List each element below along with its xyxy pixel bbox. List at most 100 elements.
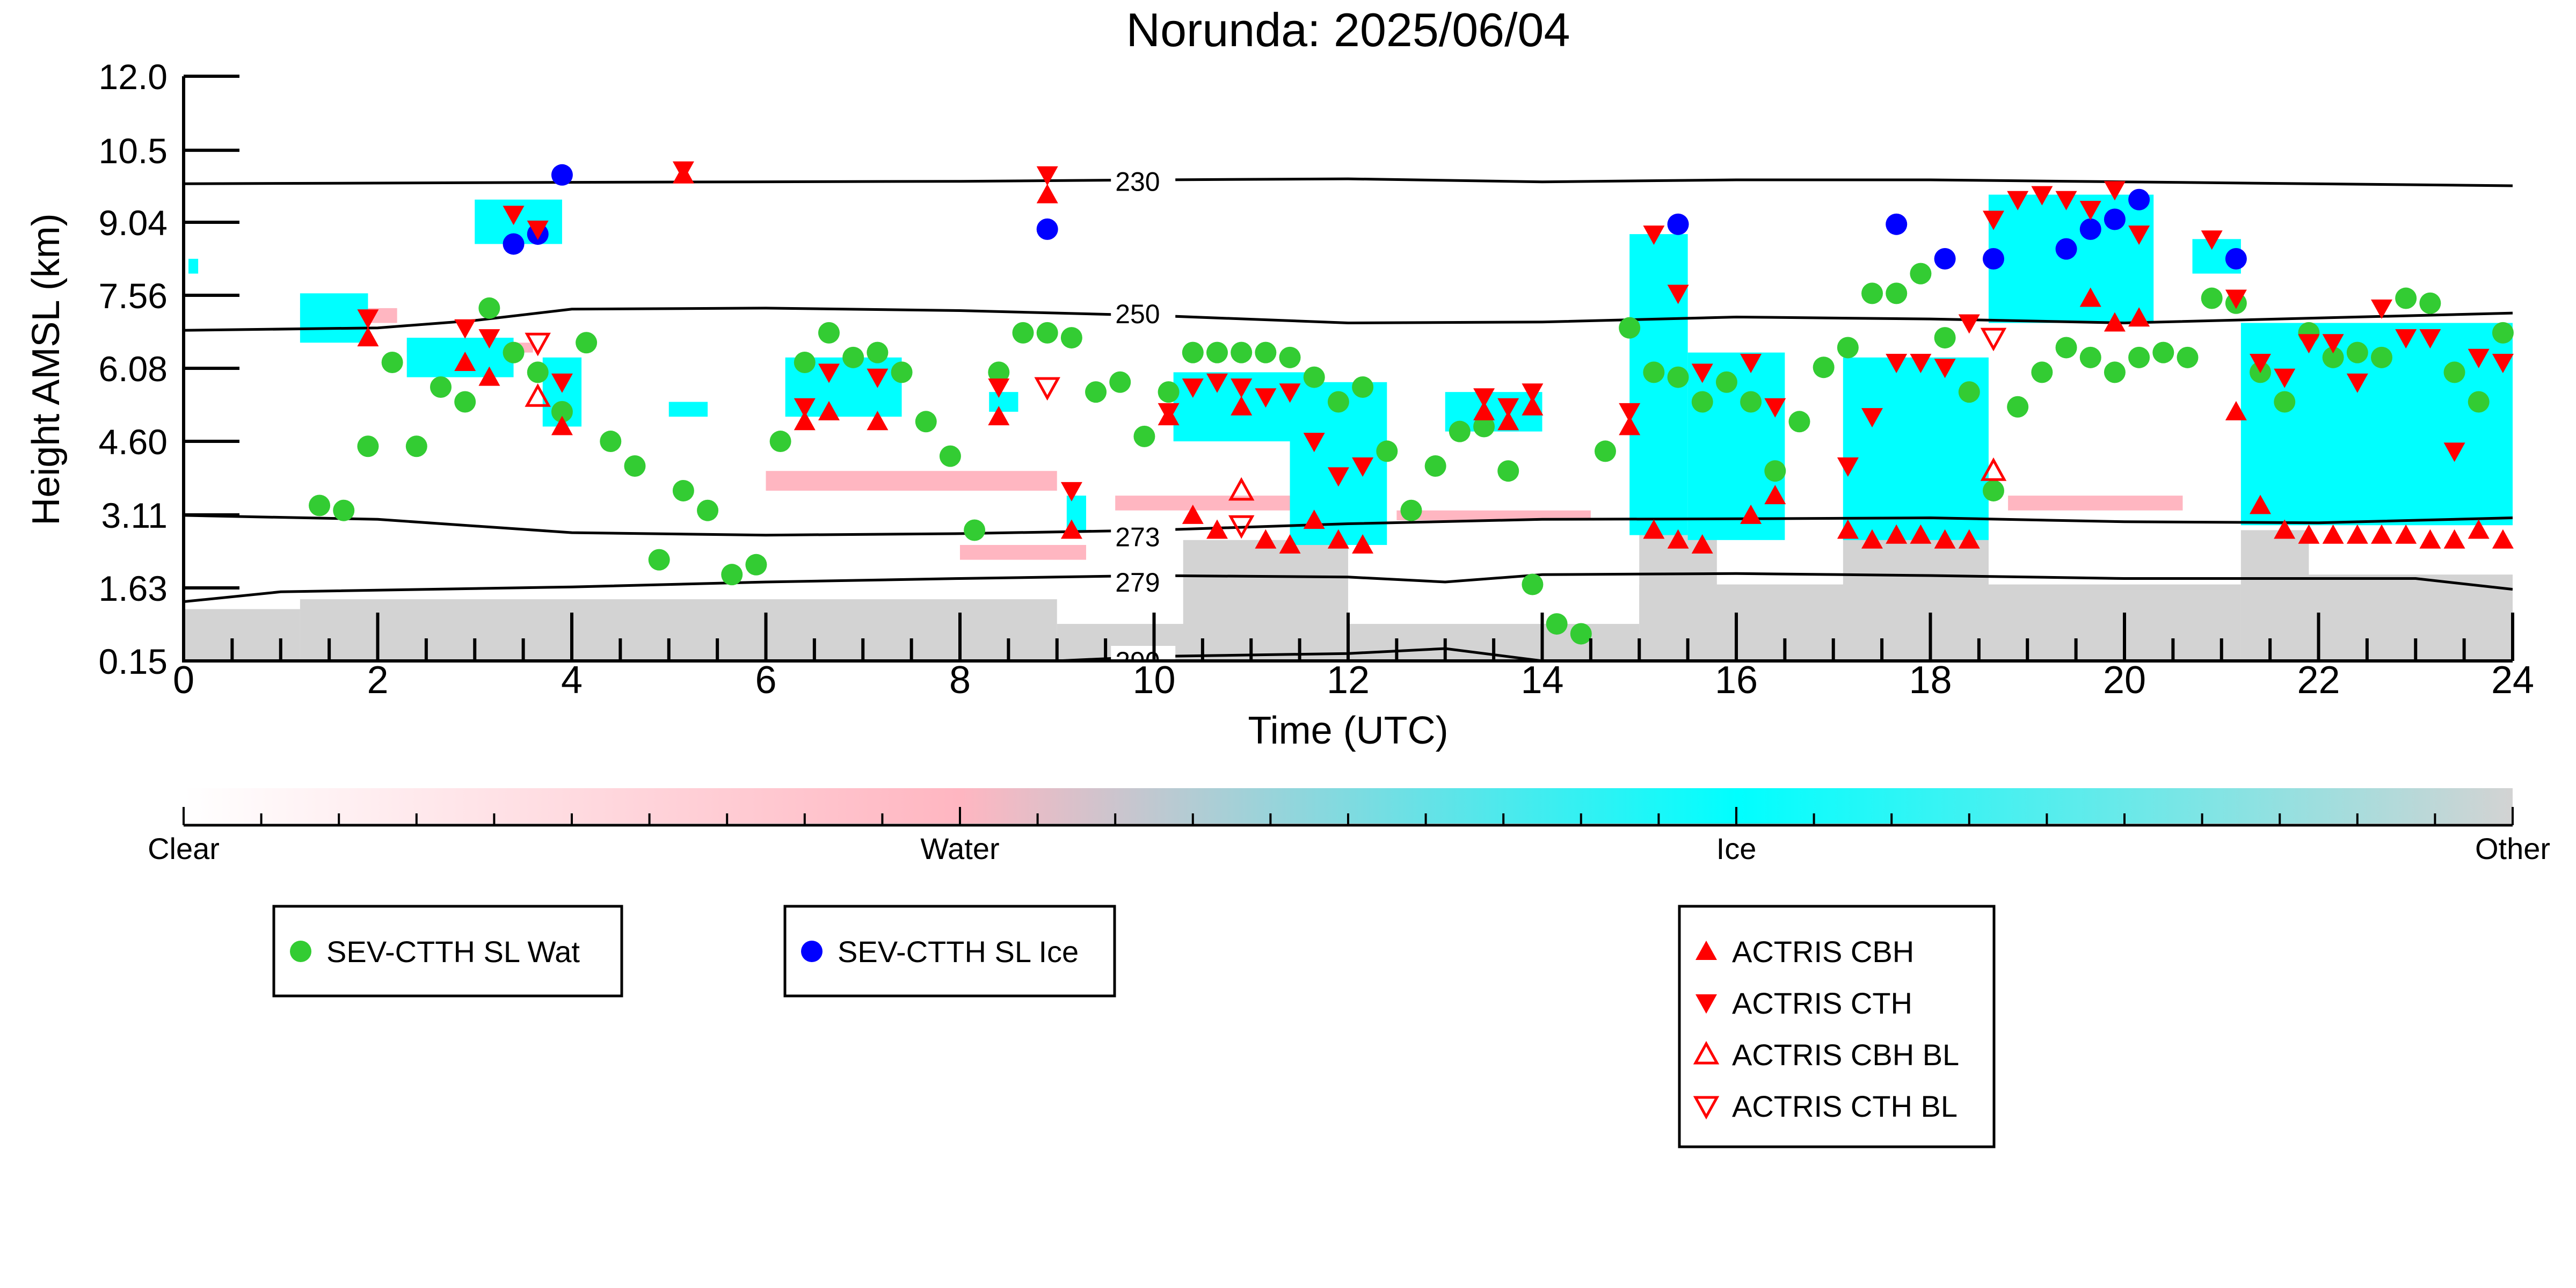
data-point	[2104, 208, 2126, 230]
y-tick-label: 3.11	[101, 496, 168, 535]
data-point	[1667, 529, 1689, 549]
data-point	[1473, 416, 1495, 438]
data-point	[1497, 411, 1519, 431]
data-point	[2031, 186, 2053, 206]
data-point	[1182, 341, 1204, 363]
data-point	[867, 368, 889, 388]
data-point	[1740, 391, 1762, 413]
data-point	[624, 455, 646, 477]
colorbar-ticks	[183, 807, 2514, 825]
contour-label-bg	[1111, 566, 1176, 596]
data-point	[309, 494, 331, 516]
legend-entry: ACTRIS CBH	[1732, 935, 1914, 969]
x-tick-label: 18	[1909, 659, 1952, 702]
data-point	[405, 435, 427, 457]
series-actris-cbh	[357, 164, 2514, 554]
data-point	[1473, 388, 1495, 408]
phase-colorbar: Clear Water Ice Other	[148, 788, 2550, 865]
data-point	[1158, 381, 1180, 403]
data-point	[867, 341, 889, 363]
y-tick-label: 1.63	[99, 569, 168, 608]
data-point	[2492, 354, 2514, 373]
data-point	[2079, 346, 2101, 368]
x-tick-label: 24	[2491, 659, 2534, 702]
data-point	[1352, 457, 1374, 477]
data-point	[503, 341, 525, 363]
water-phase-region	[960, 545, 1086, 560]
data-point	[1837, 337, 1859, 359]
y-tick-label: 12.0	[99, 57, 168, 97]
data-point	[1327, 529, 1349, 549]
data-point	[1934, 529, 1956, 549]
legend-marker	[290, 941, 311, 962]
data-point	[2298, 524, 2320, 544]
data-point	[2079, 201, 2101, 221]
data-point	[842, 346, 864, 368]
data-point	[2201, 230, 2223, 250]
data-point	[1036, 322, 1058, 344]
data-point	[2419, 529, 2441, 549]
x-tick-label: 6	[755, 659, 776, 702]
data-point	[1958, 381, 1980, 403]
data-point	[2419, 292, 2441, 314]
data-point	[2395, 287, 2417, 309]
data-point	[1910, 354, 1932, 373]
y-axis-ticks: 0.15 1.63 3.11 4.60 6.08 7.56 9.04 10.5 12.0	[99, 57, 239, 681]
data-point	[1206, 373, 1228, 393]
legend-frame	[783, 905, 1116, 998]
data-point	[2443, 361, 2465, 383]
contour-label-bg	[1111, 299, 1176, 328]
data-point	[1934, 327, 1956, 349]
data-point	[891, 361, 913, 383]
data-point	[478, 366, 500, 386]
data-point	[1255, 341, 1277, 363]
legend-entry: SEV-CTTH SL Ice	[838, 935, 1079, 969]
data-point	[1522, 573, 1544, 595]
colorbar-label: Water	[920, 832, 999, 865]
x-tick-label: 22	[2297, 659, 2340, 702]
data-point	[525, 383, 551, 407]
data-point	[818, 322, 840, 344]
contour-label-bg	[1111, 166, 1176, 195]
legend-entry: ACTRIS CTH BL	[1732, 1089, 1958, 1123]
data-point	[1303, 366, 1325, 388]
data-point	[381, 352, 403, 374]
data-point	[2225, 289, 2247, 309]
data-point	[527, 361, 549, 383]
data-point	[1473, 401, 1495, 420]
data-point	[1643, 519, 1665, 539]
other-phase-region	[1183, 540, 1348, 661]
data-point	[454, 391, 476, 413]
data-point	[2128, 346, 2150, 368]
data-point	[2055, 191, 2077, 210]
data-point	[503, 233, 525, 255]
data-point	[1497, 460, 1519, 482]
data-point	[1206, 341, 1228, 363]
data-point	[1255, 388, 1277, 408]
data-point	[1691, 534, 1713, 554]
data-point	[551, 401, 573, 423]
data-point	[1327, 467, 1349, 487]
legend-marker	[1695, 994, 1717, 1014]
data-point	[769, 431, 791, 453]
data-point	[988, 406, 1010, 426]
data-point	[1958, 314, 1980, 334]
legend-box: SEV-CTTH SL Wat	[272, 905, 623, 998]
data-point	[1619, 317, 1641, 339]
data-point	[794, 398, 816, 418]
data-point	[2322, 524, 2344, 544]
data-point	[1788, 411, 1810, 433]
colorbar-label: Ice	[1716, 832, 1757, 865]
data-point	[2079, 218, 2101, 240]
data-point	[2468, 519, 2490, 539]
data-point	[1400, 499, 1422, 521]
contour-label: 273	[1115, 522, 1160, 552]
data-point	[1643, 361, 1665, 383]
data-point	[478, 297, 500, 319]
data-point	[721, 564, 743, 586]
data-point	[1643, 225, 1665, 245]
data-point	[503, 206, 525, 225]
data-point	[1085, 381, 1107, 403]
data-point	[1522, 383, 1544, 403]
